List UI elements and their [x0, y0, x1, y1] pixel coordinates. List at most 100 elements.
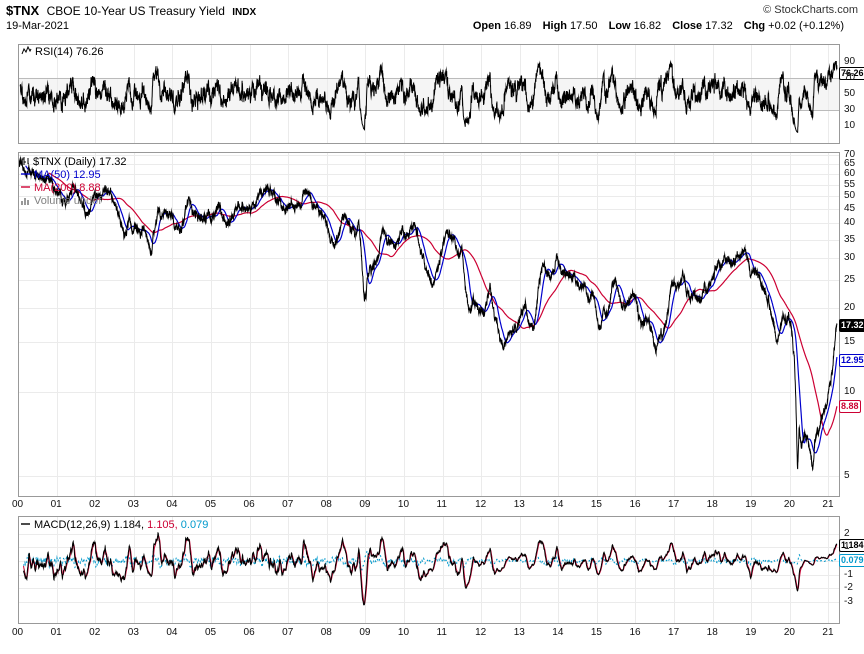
x-axis-year-label: 08	[320, 499, 332, 510]
price-y-axis-label: 70	[844, 149, 856, 161]
macd-legend: MACD(12,26,9) 1.184, 1.105, 0.079	[21, 519, 208, 531]
x-axis-year-label: 13	[513, 627, 525, 638]
high-label: High	[542, 20, 568, 32]
x-axis-year-label: 00	[12, 499, 24, 510]
quote-summary: Open 16.89 High 17.50 Low 16.82 Close 17.32 …	[465, 20, 844, 32]
x-axis-year-label: 11	[436, 627, 447, 638]
x-axis-year-label: 02	[89, 499, 101, 510]
x-axis-year-label: 01	[50, 627, 62, 638]
chart-header: $TNX CBOE 10-Year US Treasury Yield INDX…	[6, 3, 858, 19]
x-axis-year-label: 21	[822, 499, 834, 510]
x-axis-year-label: 17	[668, 627, 680, 638]
x-axis-year-label: 19	[745, 627, 757, 638]
x-axis-year-label: 01	[50, 499, 62, 510]
x-axis-year-label: 06	[243, 627, 255, 638]
x-axis-year-label: 15	[590, 499, 602, 510]
x-axis-year-label: 18	[706, 627, 718, 638]
macd-y-axis-label: 1	[844, 541, 850, 553]
rsi-y-axis-label: 70	[844, 71, 856, 83]
x-axis-year-label: 15	[590, 627, 602, 638]
rsi-legend: RSI(14) 76.26	[21, 46, 103, 58]
price-y-axis-label: 20	[844, 301, 856, 313]
open-label: Open	[472, 20, 501, 32]
price-value-badge: 17.32	[839, 318, 864, 332]
x-axis-year-label: 02	[89, 627, 101, 638]
high-value: 17.50	[570, 20, 598, 32]
price-legend-ma50: MA(50) 12.95	[21, 169, 101, 181]
quote-row: 19-Mar-2021 Open 16.89 High 17.50 Low 16.82…	[6, 20, 844, 34]
price-y-axis-label: 35	[844, 233, 856, 245]
price-y-axis-label: 60	[844, 168, 856, 180]
close-value: 17.32	[705, 20, 733, 32]
rsi-value-badge: 76.26	[839, 66, 864, 80]
macd-y-axis-label: -2	[844, 582, 853, 594]
price-y-axis-label: 5	[844, 469, 850, 481]
price-y-axis-label: 40	[844, 217, 856, 229]
price-legend-ma200: MA(200) 8.88	[21, 182, 101, 194]
rsi-y-axis-label: 50	[844, 88, 856, 99]
x-axis-year-label: 12	[475, 627, 487, 638]
ohlc-bars-icon	[22, 157, 29, 165]
x-axis-year-label: 17	[668, 499, 680, 510]
x-axis-year-label: 00	[12, 627, 24, 638]
x-axis-year-label: 21	[822, 627, 834, 638]
ma50-line-icon	[21, 173, 30, 175]
rsi-y-axis-label: 30	[844, 104, 856, 116]
x-axis-year-label: 14	[552, 499, 564, 510]
symbol: $TNX	[6, 3, 40, 18]
ma50-value-badge: 12.95	[839, 354, 864, 368]
macd-panel-canvas	[18, 516, 840, 624]
ma200-legend-text: MA(200) 8.88	[34, 182, 101, 194]
x-axis-year-label: 10	[397, 627, 410, 638]
x-axis-year-label: 04	[166, 499, 178, 510]
x-axis-year-label: 03	[127, 499, 139, 510]
x-axis-year-label: 03	[127, 627, 139, 638]
macd-value-badge: 1.184	[839, 538, 864, 552]
price-y-axis-label: 65	[844, 158, 856, 170]
macd-y-axis-label: -3	[844, 596, 853, 608]
price-y-axis-label: 50	[844, 190, 856, 202]
x-axis-year-label: 09	[359, 627, 371, 638]
x-axis-year-label: 08	[320, 627, 332, 638]
rsi-indicator-icon	[21, 46, 32, 55]
volume-legend-text: Volume undef	[34, 195, 102, 207]
price-legend-text: $TNX (Daily) 17.32	[33, 156, 127, 168]
x-axis-year-label: 16	[629, 627, 641, 638]
price-y-axis-label: 55	[844, 178, 856, 190]
x-axis-year-label: 06	[243, 499, 255, 510]
x-axis-year-label: 11	[436, 499, 447, 510]
x-axis-year-label: 18	[706, 499, 718, 510]
x-axis-year-label: 09	[359, 499, 371, 510]
price-y-axis-label: 10	[844, 385, 856, 397]
copyright: © StockCharts.com	[763, 4, 858, 16]
exchange-label: INDX	[232, 7, 257, 18]
close-label: Close	[672, 20, 703, 32]
x-axis-year-label: 14	[552, 627, 564, 638]
low-value: 16.82	[633, 20, 662, 32]
x-axis-year-label: 20	[783, 499, 795, 510]
ma200-value-badge: 8.88	[839, 400, 861, 414]
open-value: 16.89	[503, 20, 532, 32]
macd-legend-label: MACD(12,26,9)	[34, 519, 111, 531]
price-y-axis-label: 15	[844, 336, 856, 348]
macd-line-icon	[21, 523, 30, 525]
ma200-line-icon	[21, 186, 30, 188]
macd-hist-value: 0.079	[180, 519, 209, 531]
x-axis-year-label: 20	[783, 627, 795, 638]
price-panel-canvas	[18, 152, 840, 497]
price-y-axis-label: 25	[844, 274, 856, 286]
x-axis-year-label: 07	[282, 499, 294, 510]
x-axis-year-label: 10	[397, 499, 410, 510]
chg-label: Chg	[743, 20, 766, 32]
macd-y-axis-label: 2	[844, 527, 850, 539]
x-axis-year-label: 12	[475, 499, 487, 510]
ma50-legend-text: MA(50) 12.95	[34, 169, 101, 181]
price-legend-main: $TNX (Daily) 17.32	[21, 156, 127, 168]
chg-value: +0.02 (+0.12%)	[768, 20, 844, 32]
x-axis-year-label: 05	[204, 499, 217, 510]
macd-hist-badge: 0.079	[839, 554, 864, 568]
price-y-axis-label: 45	[844, 203, 856, 215]
rsi-y-axis-label: 10	[844, 120, 856, 132]
x-axis-year-label: 19	[745, 499, 757, 510]
